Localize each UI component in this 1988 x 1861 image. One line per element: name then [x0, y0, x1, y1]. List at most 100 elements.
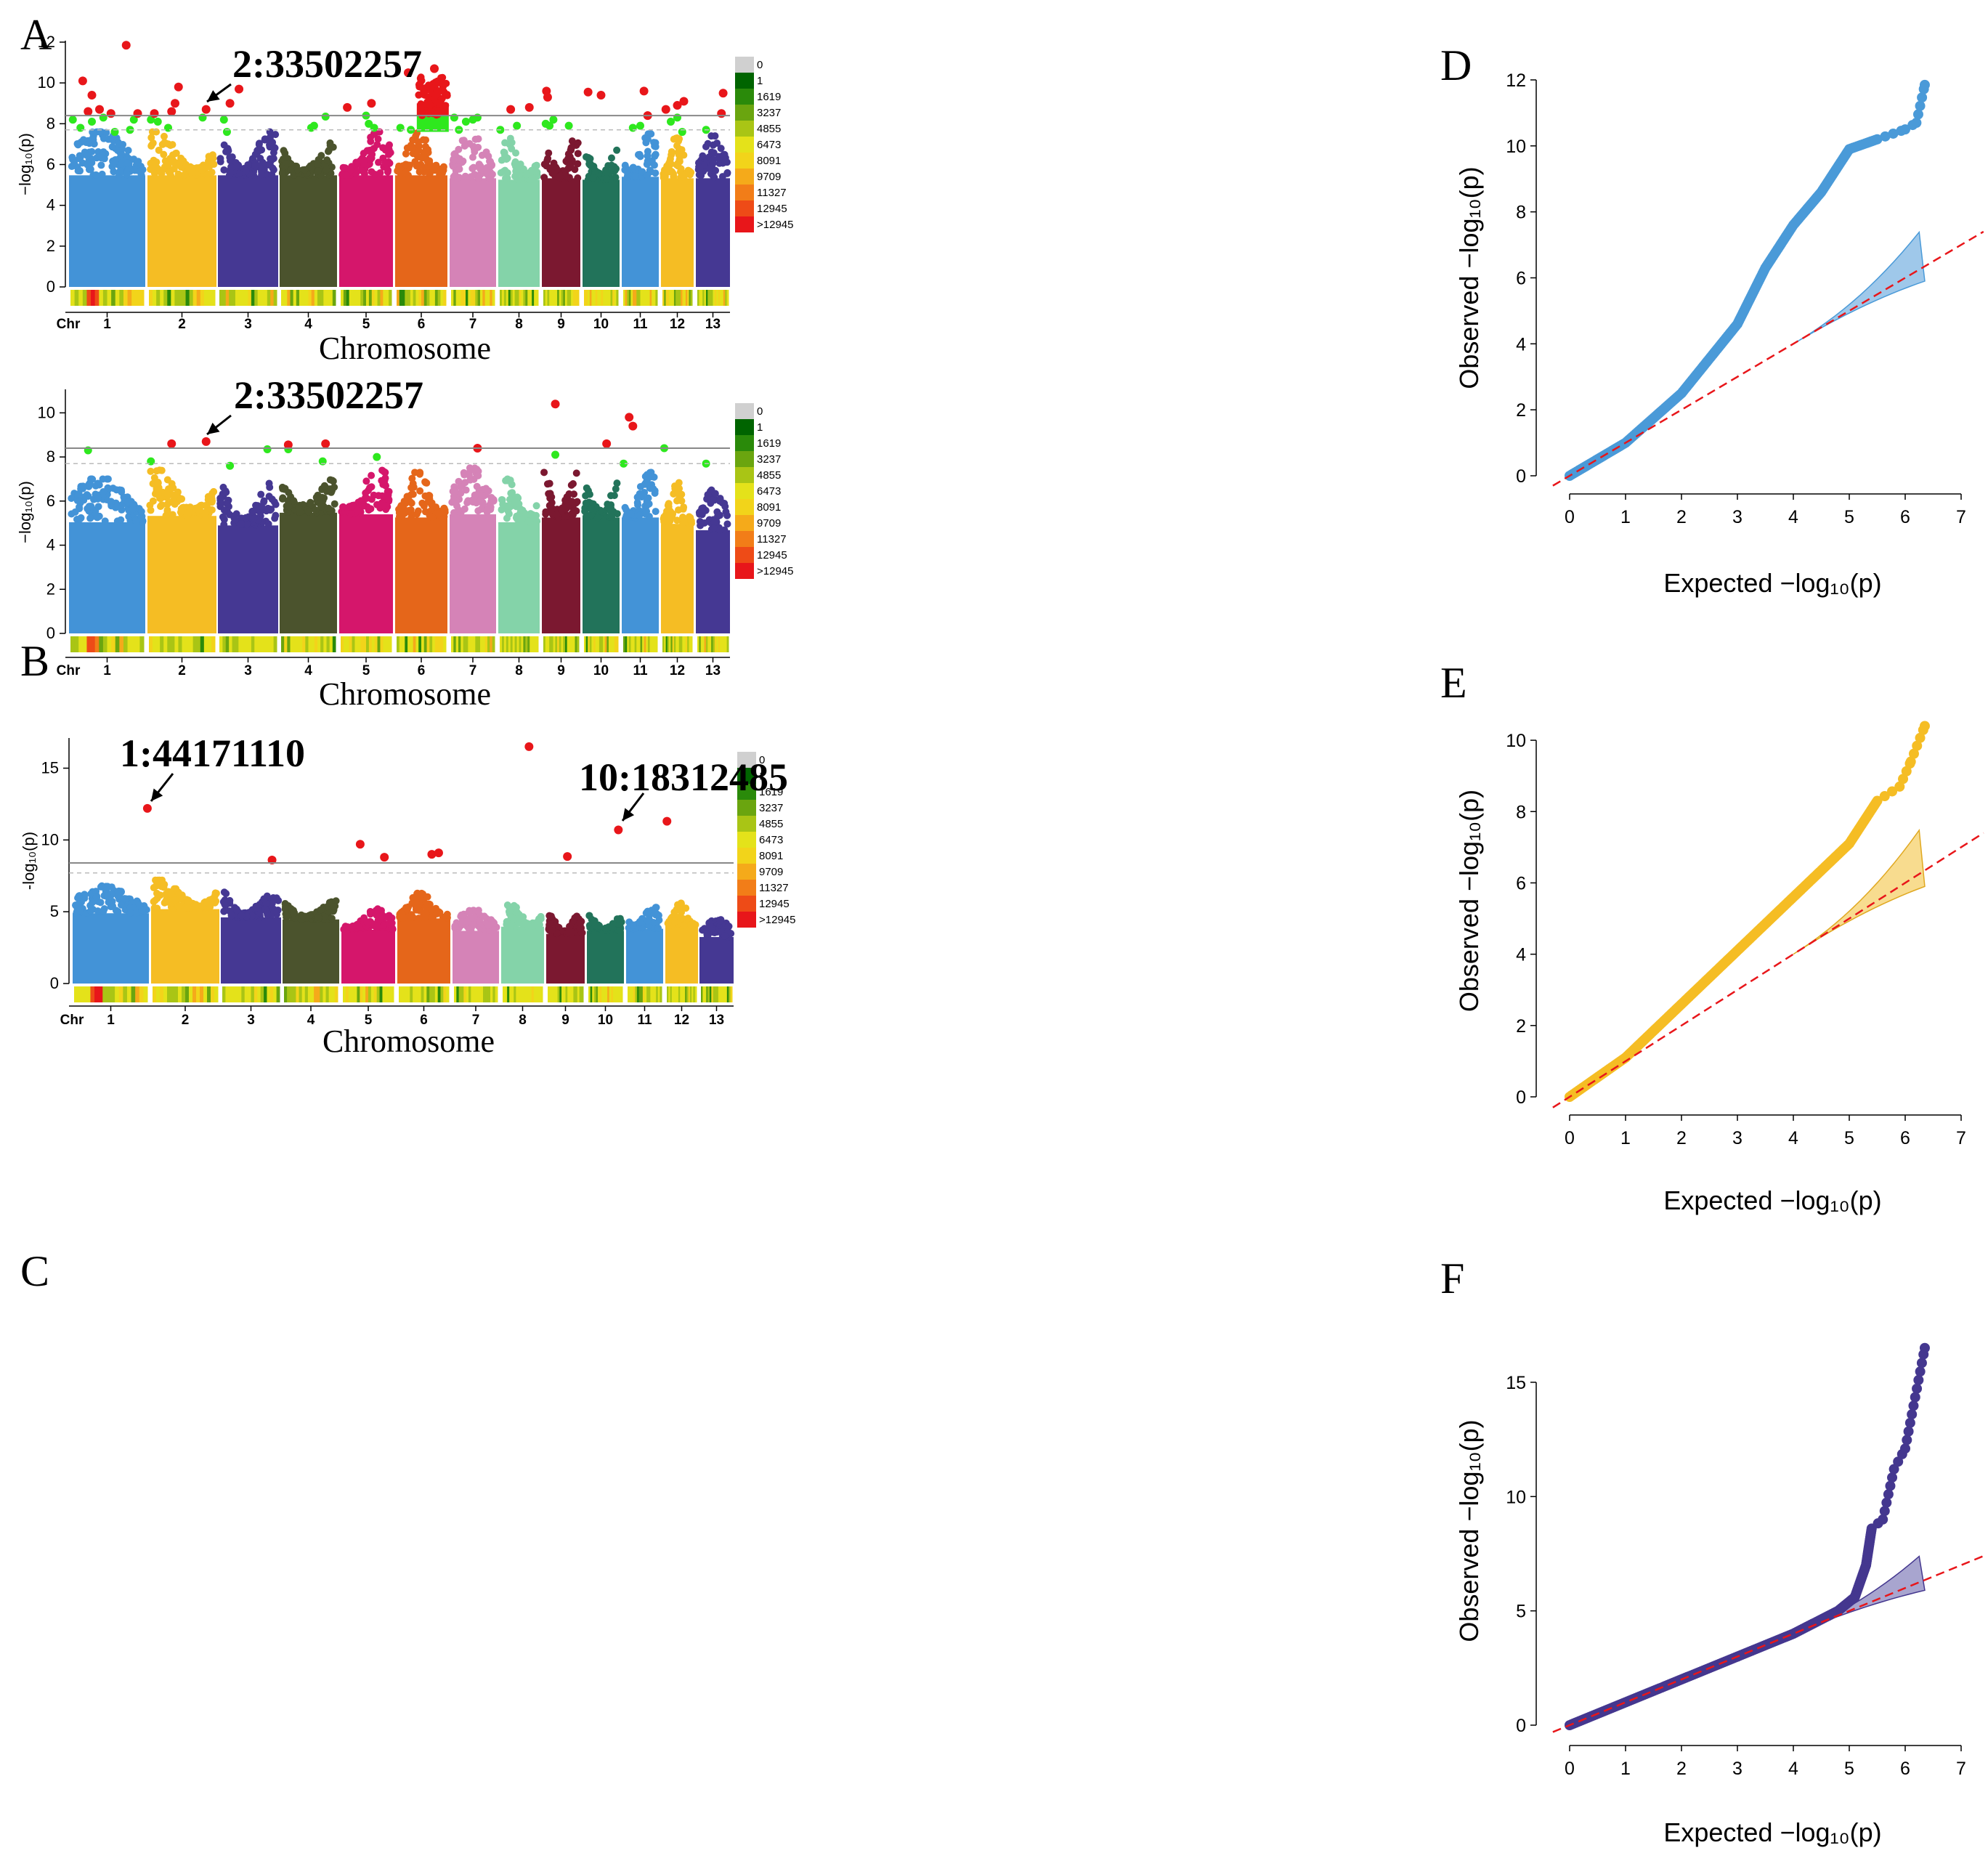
qq-point	[1911, 118, 1922, 129]
snp-point	[149, 139, 157, 147]
snp-point	[227, 163, 235, 171]
density-strip-segment	[707, 290, 710, 306]
y-tick-label: 5	[50, 902, 59, 920]
density-strip-segment	[91, 636, 96, 652]
density-strip-segment	[525, 636, 528, 652]
density-strip-segment	[322, 986, 327, 1002]
legend-label: 3237	[757, 453, 781, 466]
snp-point-near-threshold	[76, 123, 85, 132]
legend-swatch	[737, 832, 756, 848]
snp-point	[715, 497, 723, 505]
density-strip-segment	[581, 986, 584, 1002]
density-strip-segment	[362, 986, 366, 1002]
snp-point-near-threshold	[636, 121, 644, 130]
density-strip-segment	[628, 290, 631, 306]
x-tick-label: 5	[1844, 1128, 1854, 1148]
snp-point	[680, 922, 688, 930]
snp-point	[147, 134, 155, 142]
snp-point	[157, 503, 165, 511]
density-strip-segment	[681, 986, 684, 1002]
chromosome-6-peak-green	[416, 115, 449, 132]
density-strip-segment	[463, 636, 466, 652]
snp-point	[346, 166, 354, 174]
density-strip-segment	[668, 986, 671, 1002]
density-strip-segment	[532, 290, 535, 306]
snp-point	[301, 166, 309, 174]
snp-point	[308, 163, 316, 171]
y-tick-label: 4	[1516, 334, 1526, 354]
x-tick-label: 10	[593, 317, 609, 332]
legend-label: 3237	[759, 802, 783, 814]
snp-point	[649, 484, 657, 492]
snp-point-significant	[614, 825, 623, 835]
snp-point	[216, 494, 224, 502]
density-strip-segment	[451, 290, 454, 306]
density-strip-segment	[606, 636, 609, 652]
density-strip-segment	[720, 986, 723, 1002]
density-strip-segment	[671, 986, 674, 1002]
snp-point	[665, 506, 673, 514]
density-strip-segment	[139, 636, 145, 652]
legend-swatch	[737, 752, 756, 768]
density-strip-segment	[131, 290, 137, 306]
density-strip-segment	[229, 290, 233, 306]
snp-point	[113, 502, 121, 510]
density-strip-segment	[245, 290, 248, 306]
density-strip-segment	[426, 290, 430, 306]
qq-point	[1879, 1506, 1890, 1517]
snp-point	[710, 524, 718, 532]
snp-point	[123, 171, 131, 179]
annotation-label: 1:44171110	[120, 731, 305, 775]
density-strip-segment	[551, 636, 554, 652]
density-strip-segment	[500, 290, 503, 306]
density-strip-segment	[536, 290, 539, 306]
snp-point-near-threshold	[545, 121, 554, 130]
qq-point	[1908, 1400, 1919, 1411]
density-strip-segment	[225, 636, 230, 652]
density-strip-segment	[705, 290, 708, 306]
snp-point	[208, 160, 216, 168]
density-strip-segment	[446, 986, 450, 1002]
density-strip-segment	[451, 636, 454, 652]
density-strip-segment	[603, 290, 606, 306]
density-strip-segment	[482, 290, 486, 306]
density-strip-segment	[656, 986, 659, 1002]
qq-point	[1919, 721, 1930, 731]
snp-point-significant	[201, 105, 211, 114]
density-strip-segment	[468, 290, 471, 306]
density-strip-segment	[203, 986, 208, 1002]
snp-point	[561, 167, 569, 175]
chromosome-13-points	[696, 178, 730, 287]
density-strip-segment	[689, 636, 691, 652]
density-strip-segment	[673, 290, 676, 306]
density-strip-segment	[510, 636, 514, 652]
snp-point	[177, 495, 184, 503]
x-tick-label: 10	[598, 1013, 613, 1028]
density-strip-segment	[225, 290, 230, 306]
density-strip-segment	[426, 986, 430, 1002]
density-strip-segment	[421, 290, 425, 306]
snp-point	[74, 141, 82, 149]
legend-swatch	[735, 515, 754, 531]
density-strip-segment	[348, 986, 352, 1002]
snp-point	[644, 494, 652, 502]
density-strip-segment	[366, 636, 370, 652]
density-strip-segment	[514, 290, 518, 306]
density-strip-segment	[549, 290, 552, 306]
snp-point	[631, 172, 639, 180]
snp-point	[711, 490, 719, 498]
y-axis-title: −log₁₀(p)	[16, 481, 34, 543]
snp-point	[226, 153, 234, 161]
snp-point-near-threshold	[620, 459, 628, 468]
density-strip-segment	[374, 636, 378, 652]
snp-point	[457, 489, 465, 497]
qq-point	[1902, 1435, 1912, 1446]
snp-point	[461, 479, 469, 487]
y-axis-title: Observed −log₁₀(p)	[1454, 166, 1484, 389]
snp-point	[402, 150, 410, 158]
density-strip-segment	[402, 636, 405, 652]
density-strip-segment	[534, 290, 537, 306]
density-strip-segment	[90, 986, 95, 1002]
density-strip-segment	[304, 986, 309, 1002]
